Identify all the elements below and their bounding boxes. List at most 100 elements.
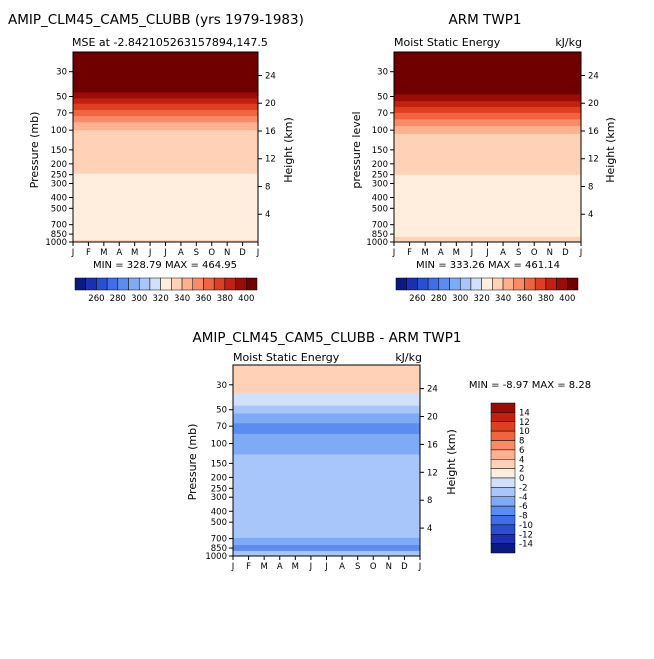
diff-cb-swatch (490, 468, 516, 479)
diff-band-6 (233, 454, 420, 519)
model-cb-swatch (85, 277, 97, 291)
model-ptick-label: 300 (51, 180, 67, 190)
diff-ptick-label: 30 (216, 381, 227, 391)
obs-band-3 (394, 106, 581, 114)
diff-cb-label: -4 (519, 493, 527, 503)
obs-htick-label: 4 (588, 210, 593, 220)
model-cb-swatch (160, 277, 172, 291)
model-htick-label: 4 (265, 210, 270, 220)
diff-xtick-label: F (246, 562, 251, 572)
model-band-1 (73, 92, 258, 100)
obs-ptick-label: 1000 (366, 238, 388, 248)
obs-cb-swatch (459, 277, 472, 291)
model-cb-label: 380 (217, 294, 233, 304)
model-cb-swatch (117, 277, 129, 291)
obs-cb-label: 260 (409, 294, 425, 304)
model-band-9 (73, 240, 258, 242)
diff-band-7 (233, 518, 420, 529)
diff-cb-swatch (490, 515, 516, 526)
diff-height-label: Height (km) (445, 429, 458, 495)
model-cb-swatch (203, 277, 215, 291)
diff-cb-swatch (490, 477, 516, 488)
obs-cb-swatch (406, 277, 418, 291)
diff-xtick-label: M (292, 562, 299, 572)
obs-colorbar: 260 280 300 320 340 360 380 400 (395, 277, 579, 304)
diff-xtick-label: O (370, 562, 377, 572)
obs-band-6 (394, 126, 581, 135)
model-xtick-label: O (208, 248, 215, 258)
obs-cb-swatch (395, 277, 407, 291)
diff-cb-label: 0 (519, 474, 524, 484)
model-subtitle: MSE at -2.842105263157894,147.5 (72, 36, 268, 49)
model-cb-swatch (106, 277, 119, 291)
diff-ptick-label: 500 (211, 518, 227, 528)
diff-ptick-label: 300 (211, 493, 227, 503)
obs-ptick-label: 250 (372, 171, 388, 181)
obs-xtick-label: J (485, 248, 489, 258)
model-cb-label: 280 (110, 294, 126, 304)
obs-cb-label: 320 (474, 294, 490, 304)
obs-xtick-label: J (392, 248, 396, 258)
obs-band-8 (394, 174, 581, 238)
obs-cb-swatch (438, 277, 450, 291)
model-xtick-label: S (194, 248, 199, 258)
diff-htick-label: 20 (427, 413, 438, 423)
obs-xtick-label: O (531, 248, 538, 258)
model-band-8 (73, 173, 258, 241)
diff-htick-label: 24 (427, 385, 438, 395)
diff-ptick-label: 70 (216, 422, 227, 432)
model-xtick-label: M (131, 248, 138, 258)
diff-cb-swatch (490, 421, 516, 432)
diff-band-10 (233, 545, 420, 552)
model-htick-label: 16 (265, 127, 276, 137)
model-ptick-label: 70 (56, 109, 67, 119)
model-ptick-label: 200 (51, 160, 67, 170)
diff-cb-swatch (490, 524, 516, 535)
model-cb-label: 340 (174, 294, 190, 304)
diff-xtick-label: M (260, 562, 267, 572)
obs-cb-swatch (470, 277, 482, 291)
diff-xtick-label: N (386, 562, 392, 572)
obs-ptick-label: 70 (377, 109, 388, 119)
obs-cb-swatch (534, 277, 547, 291)
model-ptick-label: 30 (56, 68, 67, 78)
obs-cb-swatch (481, 277, 493, 291)
diff-cb-label: -14 (519, 540, 533, 550)
obs-ptick-label: 50 (377, 93, 388, 103)
diff-band-11 (233, 550, 420, 556)
model-xtick-label: N (224, 248, 230, 258)
diff-band-5 (233, 433, 420, 456)
obs-xtick-label: S (516, 248, 521, 258)
model-cb-swatch (181, 277, 194, 291)
diff-band-4 (233, 423, 420, 435)
obs-xtick-label: N (547, 248, 553, 258)
model-xtick-label: F (86, 248, 91, 258)
diff-ptick-label: 200 (211, 473, 227, 483)
diff-band-3 (233, 413, 420, 424)
obs-ptick-label: 100 (372, 126, 388, 136)
diff-htick-label: 12 (427, 468, 438, 478)
diff-cb-label: -8 (519, 512, 527, 522)
model-xtick-label: J (148, 248, 152, 258)
diff-cb-swatch (490, 534, 516, 544)
diff-cb-label: 6 (519, 446, 524, 456)
model-ptick-label: 1000 (45, 238, 67, 248)
obs-ptick-label: 850 (372, 230, 388, 240)
model-height-label: Height (km) (282, 117, 295, 183)
model-cb-swatch (171, 277, 183, 291)
model-cb-swatch (138, 277, 151, 291)
obs-cb-label: 400 (559, 294, 575, 304)
diff-subtitle: Moist Static Energy (233, 351, 340, 364)
obs-y-label: pressure level (350, 111, 363, 188)
diff-cb-label: -12 (519, 530, 533, 540)
diff-xtick-label: D (401, 562, 408, 572)
obs-htick-label: 20 (588, 99, 599, 109)
obs-cb-swatch (449, 277, 461, 291)
obs-ptick-label: 700 (372, 221, 388, 231)
diff-xtick-label: A (339, 562, 345, 572)
diff-cb-label: 8 (519, 437, 524, 447)
obs-units: kJ/kg (555, 36, 582, 49)
